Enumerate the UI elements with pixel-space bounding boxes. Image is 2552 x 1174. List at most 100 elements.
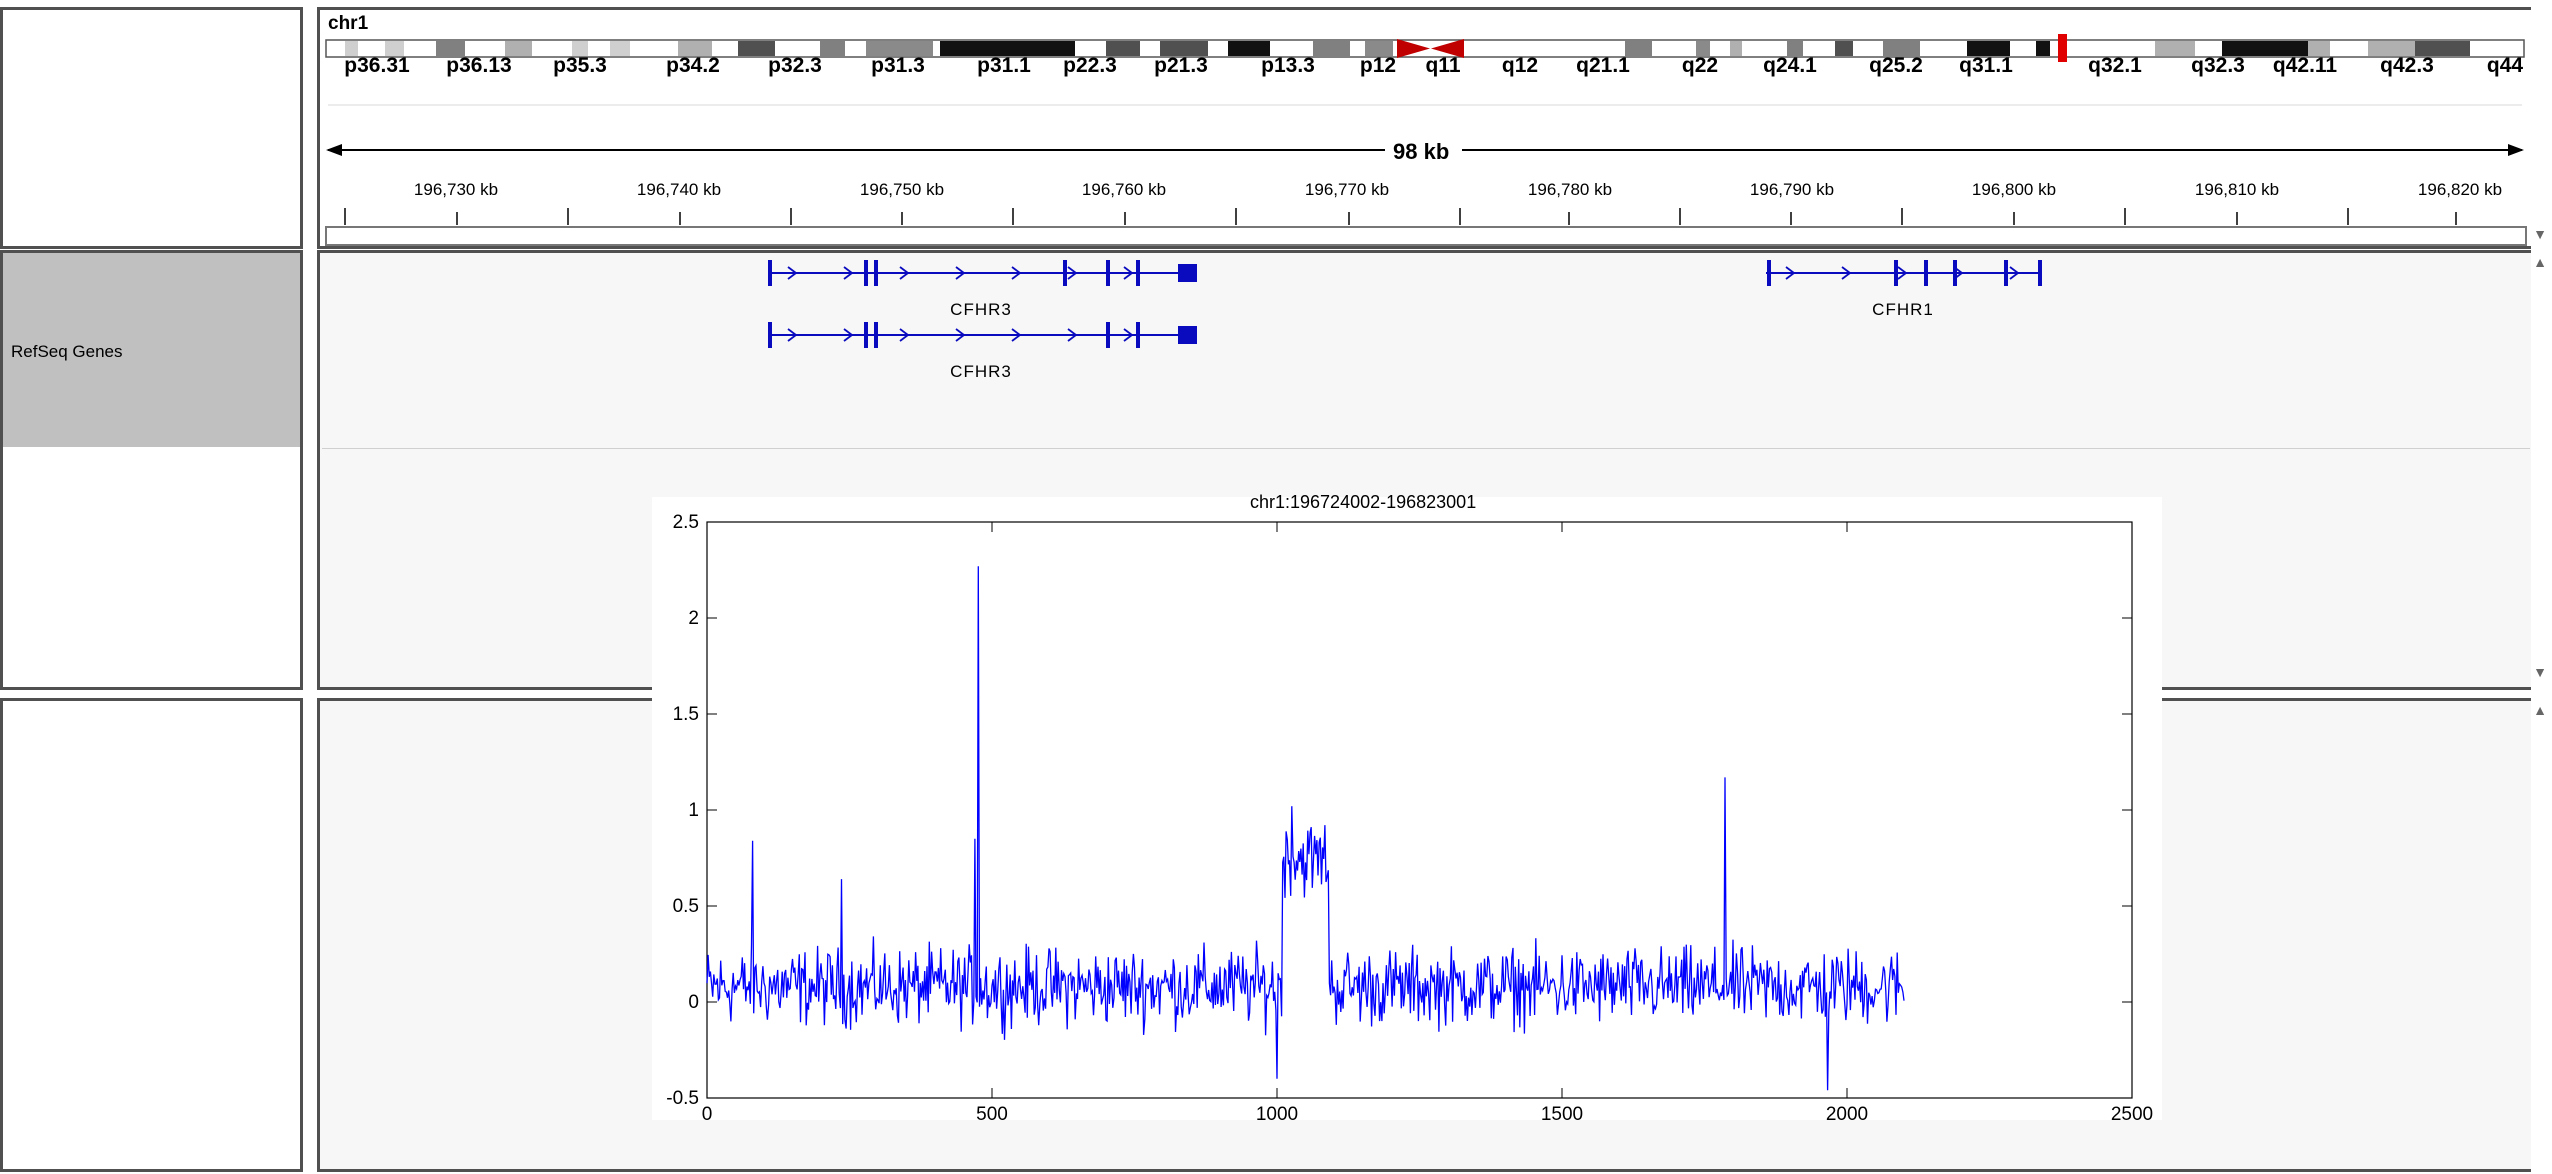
scroll-up-icon[interactable]: ▲ — [2533, 254, 2547, 270]
strand-arrow — [1897, 266, 1908, 280]
ruler-tick-label: 196,730 kb — [413, 180, 499, 199]
gene-label-cfhr3-b: CFHR3 — [950, 362, 1012, 381]
cytoband — [1228, 41, 1270, 56]
track-divider — [322, 448, 2530, 449]
gene-exon — [1953, 260, 1957, 286]
plot-title: chr1:196724002-196823001 — [1250, 492, 1477, 512]
cytoband-label: p12 — [1359, 54, 1397, 77]
cytoband-label: p36.13 — [446, 54, 512, 77]
gene-exon — [874, 260, 878, 286]
cytoband — [1730, 41, 1742, 56]
x-tick-label: 500 — [976, 1104, 1008, 1125]
scroll-down-icon[interactable]: ▼ — [2533, 664, 2547, 680]
gene-cfhr1 — [1766, 260, 2042, 286]
strand-arrow — [843, 328, 854, 342]
cytoband-label: p31.3 — [871, 54, 925, 77]
gene-track[interactable] — [0, 0, 2552, 700]
strand-arrow — [843, 266, 854, 280]
strand-arrow — [1011, 328, 1022, 342]
cytoband-label: q42.11 — [2272, 54, 2338, 77]
strand-arrow — [1953, 266, 1964, 280]
x-tick-label: 1500 — [1541, 1104, 1583, 1125]
cytoband — [1160, 41, 1208, 56]
gene-exon — [864, 260, 868, 286]
cytoband-label: q32.1 — [2088, 54, 2142, 77]
chromosome-label: chr1 — [328, 13, 369, 34]
gene-exon — [1924, 260, 1928, 286]
strand-arrow — [1067, 328, 1078, 342]
gene-exon — [1894, 260, 1898, 286]
cytoband — [678, 41, 712, 56]
ruler-tick-label: 196,790 kb — [1749, 180, 1835, 199]
cytoband — [1883, 41, 1920, 56]
ruler-tick-label: 196,760 kb — [1081, 180, 1167, 199]
strand-arrow — [1123, 266, 1134, 280]
strand-arrow — [1123, 328, 1134, 342]
cytoband-label: p35.3 — [553, 54, 607, 77]
cytoband-label: p36.31 — [344, 54, 410, 77]
gene-cfhr3-b — [768, 322, 1197, 348]
cytoband — [1696, 41, 1710, 56]
strand-arrow — [2009, 266, 2020, 280]
span-label: 98 kb — [1393, 139, 1450, 164]
cytoband-label: p31.1 — [977, 54, 1031, 77]
cytoband — [436, 41, 465, 56]
gene-label-cfhr1: CFHR1 — [1872, 300, 1934, 319]
x-tick-label: 2500 — [2111, 1104, 2153, 1125]
ruler-panel — [317, 7, 2531, 249]
cytoband — [572, 41, 588, 56]
y-tick-label: -0.5 — [666, 1088, 699, 1109]
cytoband — [940, 41, 1075, 56]
refseq-track-label-box[interactable] — [3, 253, 300, 447]
strand-arrow — [955, 328, 966, 342]
refseq-track-label: RefSeq Genes — [11, 342, 123, 361]
cytoband — [2308, 41, 2330, 56]
cytoband-label: p34.2 — [666, 54, 720, 77]
gene-exon — [1136, 260, 1140, 286]
y-tick-label: 2.5 — [673, 512, 699, 533]
track-name-panel — [0, 250, 303, 690]
chromosome-ideogram[interactable] — [0, 0, 2552, 260]
ruler-tick-label: 196,820 kb — [2417, 180, 2503, 199]
y-tick-label: 2 — [688, 608, 699, 629]
cytoband — [1313, 41, 1350, 56]
cytoband — [866, 41, 933, 56]
cytoband-label: q44 — [2486, 54, 2524, 77]
ruler[interactable] — [0, 0, 2552, 260]
span-arrow — [326, 104, 2524, 156]
cytoband — [2368, 41, 2415, 56]
strand-arrow — [955, 266, 966, 280]
strand-arrow — [787, 266, 798, 280]
ruler-tick-label: 196,800 kb — [1971, 180, 2057, 199]
cytoband-label: q24.1 — [1763, 54, 1817, 77]
strand-arrow — [787, 328, 798, 342]
cytoband — [1835, 41, 1853, 56]
cytoband — [1787, 41, 1803, 56]
cytoband-label: p21.3 — [1154, 54, 1208, 77]
gene-exon — [1767, 260, 1771, 286]
scroll-down-icon[interactable]: ▼ — [2533, 226, 2547, 242]
gene-exon — [1106, 322, 1110, 348]
y-tick-label: 1.5 — [673, 704, 699, 725]
gene-exon — [874, 322, 878, 348]
y-tick-label: 1 — [688, 800, 699, 821]
gene-exon — [1136, 322, 1140, 348]
strand-arrow — [1841, 266, 1852, 280]
strand-arrow — [899, 328, 910, 342]
cytoband — [505, 41, 532, 56]
y-tick-label: 0.5 — [673, 896, 699, 917]
current-region-marker — [2058, 34, 2067, 62]
cytoband-label: p32.3 — [768, 54, 822, 77]
cytoband — [1365, 41, 1393, 56]
cytoband — [610, 41, 630, 56]
ruler-tick-label: 196,810 kb — [2194, 180, 2280, 199]
cytoband — [1967, 41, 2010, 56]
gene-exon-utr — [1178, 264, 1197, 282]
scroll-up-icon[interactable]: ▲ — [2533, 702, 2547, 718]
gene-label-cfhr3-a: CFHR3 — [950, 300, 1012, 319]
strand-arrow — [1785, 266, 1796, 280]
y-tick-label: 0 — [688, 992, 699, 1013]
gene-cfhr3-a — [768, 260, 1197, 286]
gene-exon — [2004, 260, 2008, 286]
